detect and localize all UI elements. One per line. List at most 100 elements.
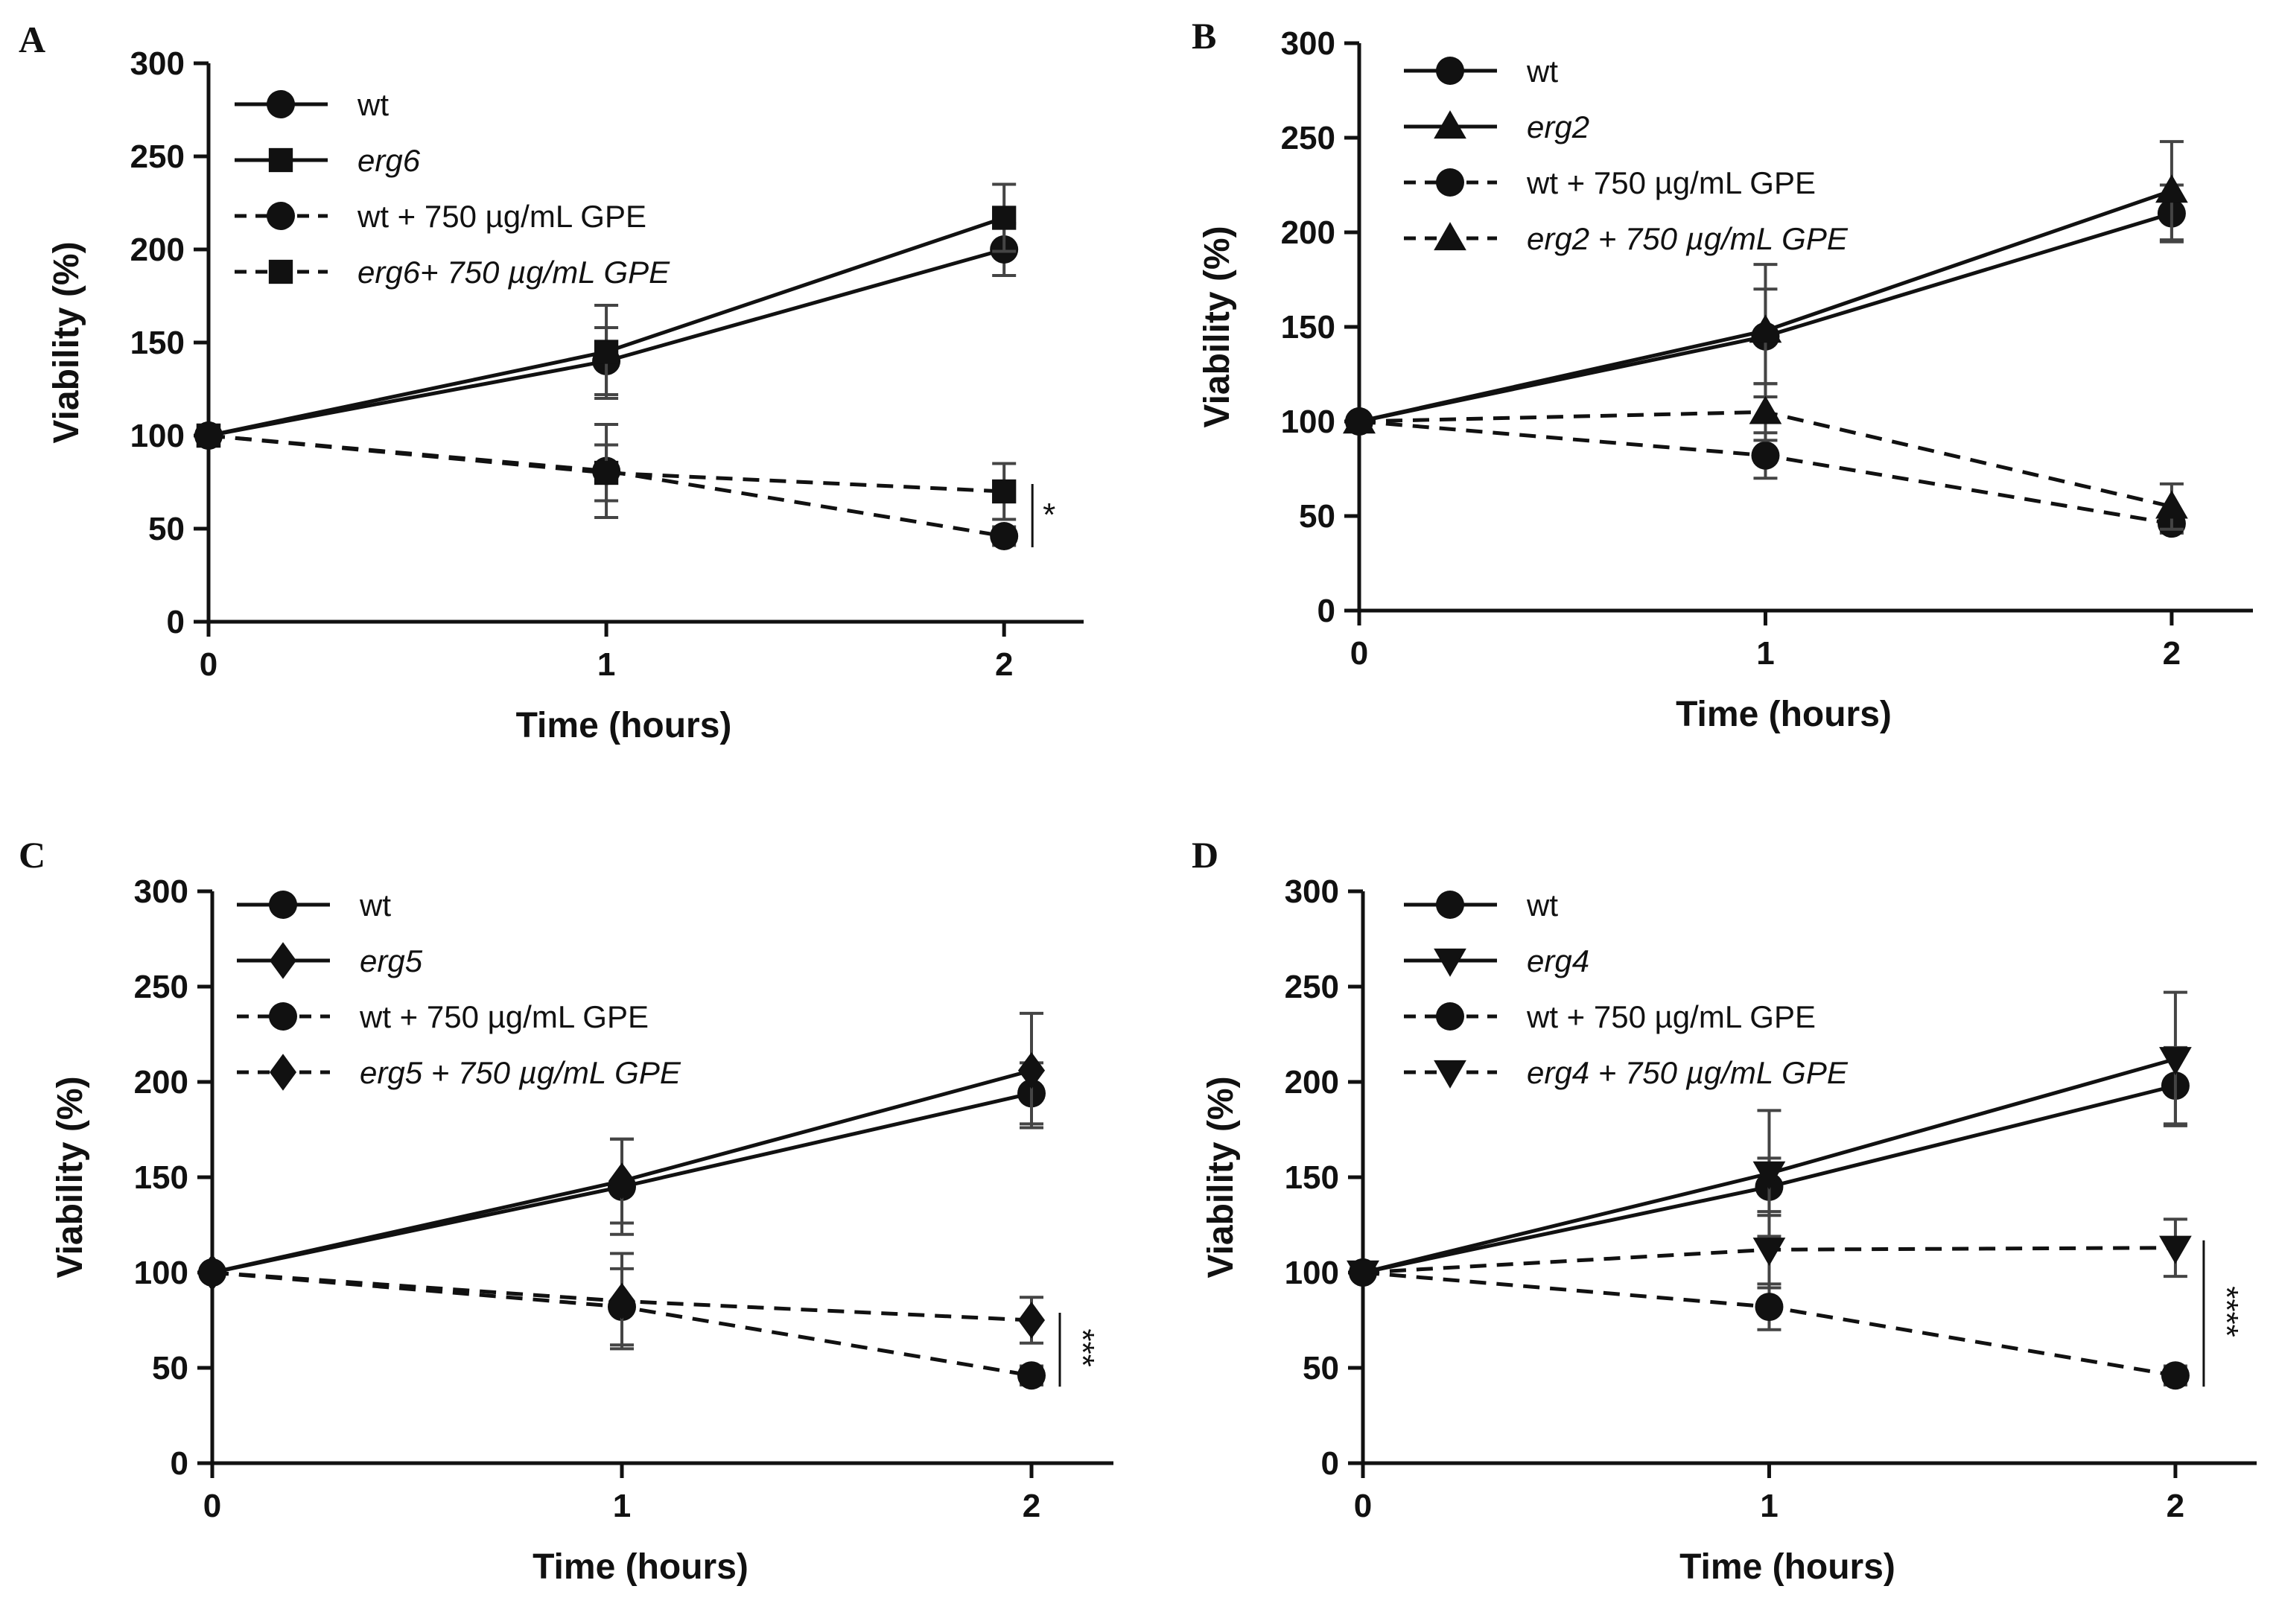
legend-label: wt + 750 µg/mL GPE <box>1526 999 1816 1034</box>
legend-swatch-marker <box>1434 948 1466 977</box>
data-point <box>608 1282 636 1320</box>
legend-label: erg5 <box>360 943 423 978</box>
significance-label: *** <box>1064 1328 1101 1366</box>
data-point <box>2155 490 2188 519</box>
legend-swatch-marker <box>267 202 295 230</box>
legend-swatch-marker <box>269 1002 297 1031</box>
x-tick-label: 2 <box>2167 1488 2184 1524</box>
legend-label: wt <box>1526 888 1558 923</box>
panel-a: A 0 50 100 150 200 250 300 0 1 2 Time (hours) Viabil… <box>19 19 1084 745</box>
x-tick-label: 2 <box>995 646 1013 683</box>
legend-swatch-marker <box>1436 891 1464 919</box>
y-tick-label: 250 <box>130 138 185 175</box>
data-point <box>1752 1238 1786 1267</box>
legend-label: wt + 750 µg/mL GPE <box>359 999 649 1034</box>
legend-swatch-marker <box>269 942 297 979</box>
data-point <box>594 340 619 364</box>
legend-swatch-marker <box>1436 57 1464 85</box>
y-axis-label: Viability (%) <box>1198 226 1237 427</box>
y-tick-label: 100 <box>1281 404 1335 440</box>
legend-swatch-marker <box>267 90 295 118</box>
x-tick-label: 0 <box>203 1488 221 1524</box>
y-tick-label: 100 <box>130 418 185 454</box>
legend-entry: wt <box>1404 54 1558 89</box>
panel-letter: B <box>1192 15 1216 57</box>
legend-entry: wt + 750 µg/mL GPE <box>1404 999 1816 1034</box>
legend-swatch-marker <box>1436 1002 1464 1031</box>
data-point <box>1755 1293 1784 1322</box>
y-tick-label: 300 <box>1285 873 1339 910</box>
data-point <box>196 423 221 448</box>
x-axis-label: Time (hours) <box>533 1547 748 1587</box>
legend-label: wt + 750 µg/mL GPE <box>357 199 646 234</box>
y-axis-label: Viability (%) <box>51 1076 90 1278</box>
legend-entry: wt <box>237 888 391 923</box>
y-tick-label: 150 <box>1285 1159 1339 1196</box>
y-tick-label: 200 <box>1281 214 1335 251</box>
data-point <box>2159 1235 2192 1264</box>
x-axis-label: Time (hours) <box>1676 695 1892 734</box>
y-tick-label: 250 <box>1285 969 1339 1005</box>
x-tick-label: 0 <box>200 646 217 683</box>
y-tick-label: 300 <box>134 873 188 910</box>
y-tick-label: 0 <box>1318 593 1335 629</box>
data-point <box>1017 1361 1046 1390</box>
data-point <box>1347 1260 1379 1289</box>
y-tick-label: 150 <box>130 325 185 361</box>
y-tick-label: 100 <box>134 1255 188 1291</box>
legend-label: erg4 <box>1527 943 1589 978</box>
panel-letter: D <box>1192 834 1218 876</box>
data-point <box>1343 405 1376 434</box>
legend-swatch-marker <box>269 1054 297 1091</box>
legend-entry: wt <box>235 87 389 122</box>
legend-entry: erg2 <box>1404 109 1589 144</box>
data-point <box>990 522 1019 550</box>
y-axis-label: Viability (%) <box>47 241 86 443</box>
y-tick-label: 150 <box>134 1159 188 1196</box>
legend-swatch-marker <box>1434 1060 1466 1089</box>
panel-d: D 0 50 100 150 200 250 300 0 1 2 Time (hours) Viabil… <box>1192 834 2257 1587</box>
significance-label: **** <box>2208 1286 2245 1337</box>
data-point <box>2155 174 2188 203</box>
legend-label: erg2 <box>1527 109 1589 144</box>
legend-swatch-marker <box>1434 222 1466 251</box>
data-point <box>608 1162 636 1200</box>
data-point <box>992 206 1017 230</box>
significance-label: * <box>1043 497 1055 533</box>
legend-label: erg6 <box>357 143 421 178</box>
legend-entry: erg6 <box>235 143 421 178</box>
x-tick-label: 1 <box>613 1488 631 1524</box>
series-3 <box>1343 382 2188 531</box>
data-point <box>1749 395 1782 424</box>
y-tick-label: 300 <box>1281 25 1335 62</box>
x-axis-label: Time (hours) <box>1679 1547 1895 1587</box>
data-point <box>198 1254 226 1291</box>
y-tick-label: 0 <box>171 1445 188 1482</box>
data-point <box>1749 314 1782 343</box>
legend-entry: erg4 <box>1404 943 1589 978</box>
panel-b: B 0 50 100 150 200 250 300 0 1 2 Time (hours) Viabil… <box>1192 15 2253 734</box>
legend-entry: erg2 + 750 µg/mL GPE <box>1404 221 1849 256</box>
legend-label: erg6+ 750 µg/mL GPE <box>357 255 670 290</box>
x-tick-label: 0 <box>1350 635 1368 672</box>
legend-swatch-marker <box>268 259 293 284</box>
legend-swatch-marker <box>1436 168 1464 197</box>
legend-label: wt <box>1526 54 1558 89</box>
legend-entry: wt + 750 µg/mL GPE <box>235 199 646 234</box>
panel-c: C 0 50 100 150 200 250 300 0 1 2 Time (hours) Viabil… <box>19 834 1113 1587</box>
data-point <box>1017 1051 1046 1089</box>
legend-entry: wt + 750 µg/mL GPE <box>1404 165 1816 200</box>
panel-letter: C <box>19 834 45 876</box>
legend-swatch-marker <box>1434 110 1466 139</box>
y-tick-label: 250 <box>134 969 188 1005</box>
legend-label: wt + 750 µg/mL GPE <box>1526 165 1816 200</box>
legend-entry: erg6+ 750 µg/mL GPE <box>235 255 670 290</box>
x-tick-label: 2 <box>2163 635 2181 672</box>
legend-entry: wt <box>1404 888 1558 923</box>
y-tick-label: 50 <box>152 1350 188 1386</box>
data-point <box>2159 1047 2192 1076</box>
legend-entry: erg4 + 750 µg/mL GPE <box>1404 1055 1849 1090</box>
series-3 <box>1347 1210 2192 1290</box>
data-point <box>1752 1161 1786 1190</box>
